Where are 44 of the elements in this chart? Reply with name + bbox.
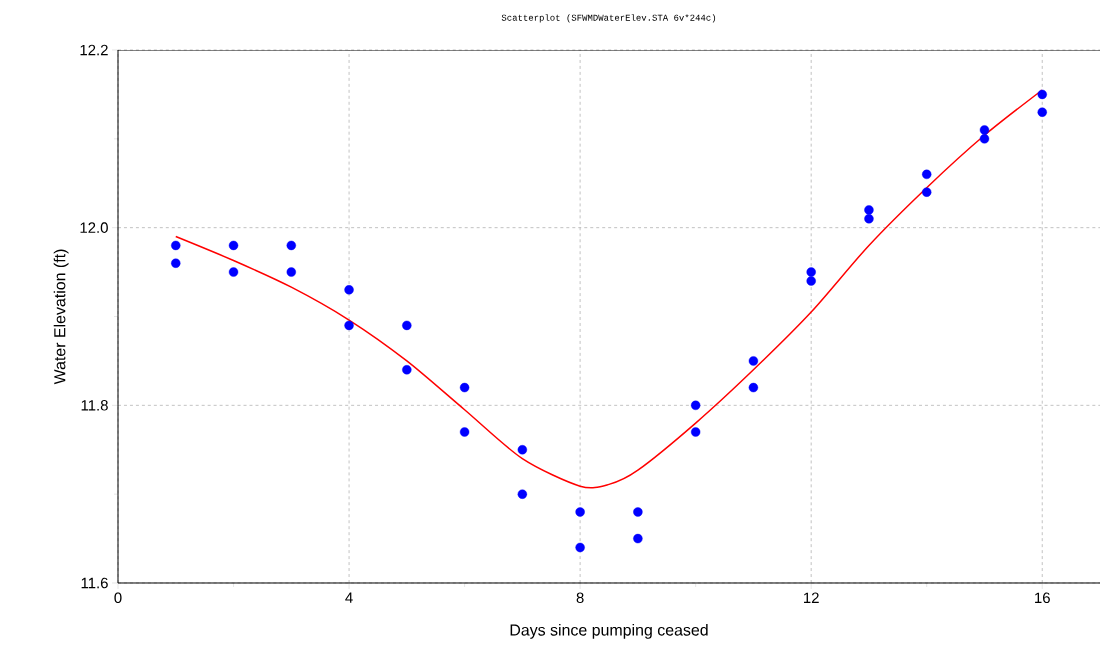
point <box>575 507 585 517</box>
y-axis-title: Water Elevation (ft) <box>53 249 69 385</box>
point <box>806 267 816 277</box>
point <box>517 445 528 455</box>
point <box>1037 107 1047 117</box>
y-tick-label: 11.6 <box>81 577 108 589</box>
point <box>171 258 181 268</box>
x-tick-label: 8 <box>576 592 584 604</box>
point <box>344 285 354 295</box>
point <box>979 125 990 135</box>
point <box>922 169 932 180</box>
x-tick-label: 16 <box>1035 592 1050 604</box>
point <box>690 400 701 411</box>
point <box>1037 89 1047 100</box>
point <box>517 489 528 499</box>
point <box>864 214 874 224</box>
point <box>286 267 296 277</box>
point <box>459 427 470 437</box>
point <box>286 240 296 251</box>
y-tick-label: 12.2 <box>80 44 108 56</box>
chart-title: Scatterplot (SFWMDWaterElev.STA 6v*244c) <box>501 14 716 23</box>
x-tick-label: 12 <box>804 592 819 603</box>
x-tick-label: 4 <box>345 592 353 603</box>
point <box>922 187 932 197</box>
point <box>402 365 412 375</box>
point <box>748 356 759 366</box>
point <box>864 205 874 215</box>
x-axis-title: Days since pumping ceased <box>510 623 708 639</box>
x-tick-label: 0 <box>114 592 122 604</box>
point <box>228 240 239 251</box>
point <box>633 533 643 544</box>
point <box>228 267 239 277</box>
point <box>748 382 759 393</box>
point <box>690 427 701 437</box>
point <box>979 134 990 144</box>
point <box>459 382 470 393</box>
point <box>171 240 181 251</box>
y-tick-label: 12.0 <box>80 222 108 233</box>
point <box>402 320 412 331</box>
point <box>633 507 643 517</box>
y-tick-label: 11.8 <box>81 400 108 411</box>
point <box>806 276 816 286</box>
point <box>575 542 585 553</box>
point <box>344 320 354 331</box>
